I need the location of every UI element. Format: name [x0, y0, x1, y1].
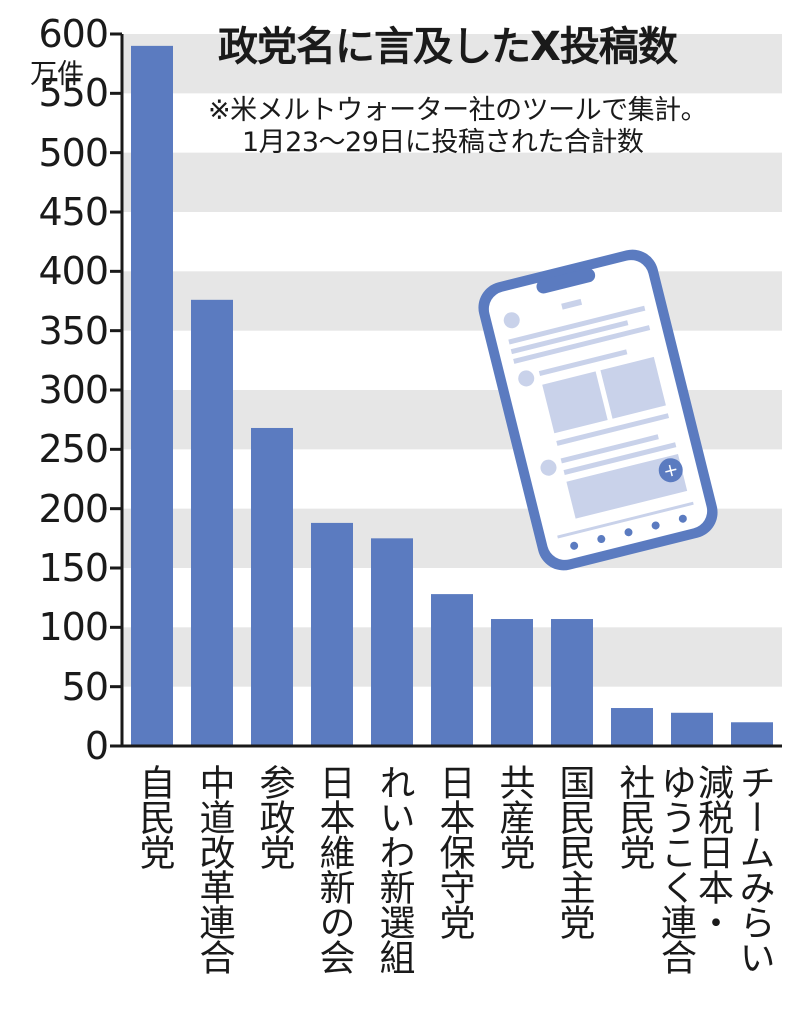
y-tick-label: 500: [38, 130, 109, 175]
x-category-label: ゆうこく連合: [655, 764, 696, 974]
chart-title: 政党名に言及したX投稿数: [218, 24, 678, 70]
grid-band: [122, 152, 782, 212]
grid-band: [122, 34, 782, 94]
bar: [371, 538, 413, 746]
y-tick-label: 450: [38, 190, 109, 234]
smartphone-illustration: +: [478, 249, 718, 571]
svg-text:+: +: [661, 459, 681, 483]
y-tick-label: 250: [38, 427, 109, 472]
bar: [491, 619, 533, 746]
y-tick-label: 600: [38, 12, 109, 56]
x-category-label: 日本維新の会: [313, 764, 355, 974]
y-tick-label: 350: [38, 308, 109, 353]
bar: [311, 522, 353, 746]
bar: [131, 45, 173, 747]
x-category-label: れいわ新選組: [373, 764, 415, 974]
bar: [431, 594, 473, 746]
chart-note-line-2: 1月23～29日に投稿された合計数: [242, 127, 644, 158]
x-category-label: 中道改革連合: [193, 764, 235, 974]
y-tick-label: 400: [38, 249, 109, 294]
y-axis-unit: 万件: [30, 59, 84, 90]
x-category-label: 自民党: [133, 764, 175, 869]
y-tick-label: 200: [38, 486, 109, 531]
y-tick-label: 150: [38, 546, 109, 590]
y-tick-label: 0: [84, 724, 109, 768]
chart-note-line-1: ※米メルトウォーター社のツールで集計。: [208, 95, 708, 126]
x-category-label: 国民民主党: [553, 764, 595, 939]
x-category-label: 共産党: [493, 764, 535, 869]
x-category-label: 参政党: [253, 764, 295, 869]
x-category-label: チームみらい: [733, 764, 775, 974]
bar: [671, 712, 713, 746]
x-category-label: 日本保守党: [433, 764, 475, 939]
y-tick-label: 550: [38, 71, 109, 116]
y-tick-label: 100: [38, 605, 109, 650]
y-tick-label: 50: [61, 664, 109, 709]
y-tick-label: 300: [38, 368, 109, 412]
x-category-label: 社民党: [613, 764, 655, 869]
x-category-label: 減税日本・: [692, 764, 733, 939]
bar: [191, 299, 233, 746]
bar: [731, 722, 773, 746]
bar: [251, 427, 293, 746]
bar: [551, 619, 593, 746]
bar: [611, 708, 653, 746]
